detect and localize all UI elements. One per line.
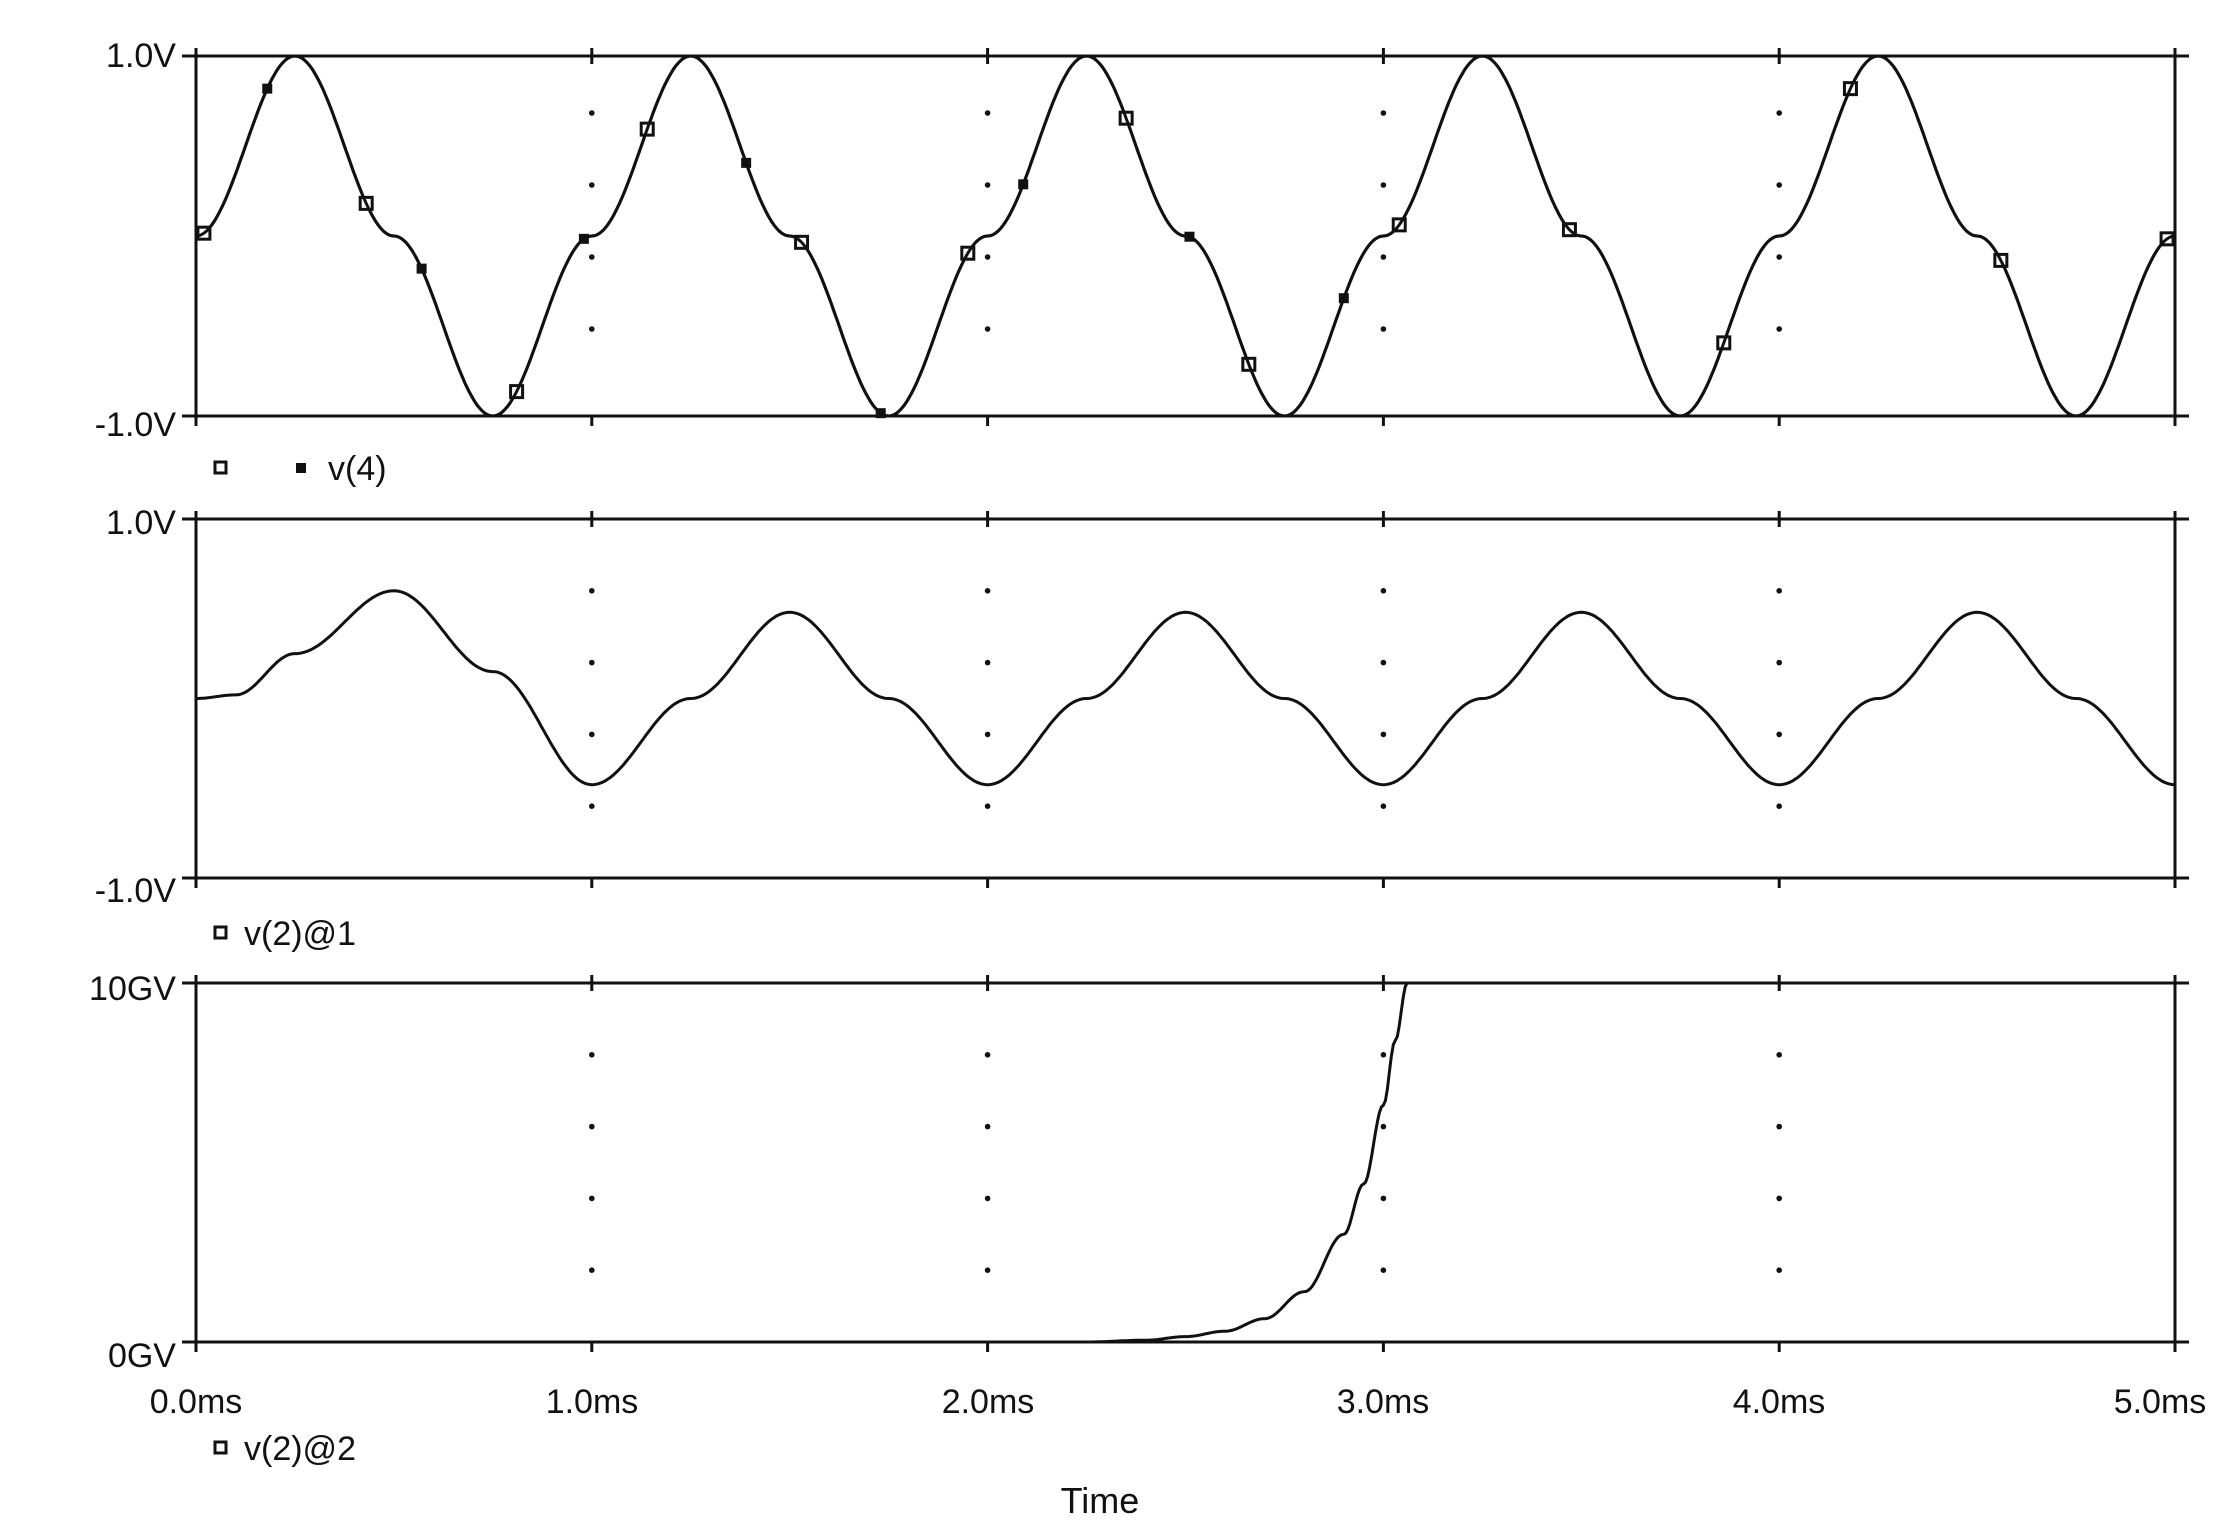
p3-grid-dot	[589, 1267, 595, 1273]
p1-grid-dot	[589, 182, 595, 188]
p2-grid-dot	[589, 588, 595, 594]
panel2-ymin-label: -1.0V	[95, 872, 177, 910]
x-tick-label-3: 3.0ms	[1337, 1383, 1430, 1421]
x-tick-label-5: 5.0ms	[2114, 1383, 2207, 1421]
p3-series-line-0	[196, 982, 1409, 1344]
p1-marker-filled	[416, 263, 427, 274]
p2-series-line-0	[196, 589, 2176, 787]
legend-v2-at-1-label: v(2)@1	[244, 915, 356, 953]
p1-grid-dot	[1776, 254, 1782, 260]
x-tick-label-4: 4.0ms	[1733, 1383, 1826, 1421]
p3-grid-dot	[984, 1267, 991, 1273]
p1-marker-filled	[1338, 293, 1349, 304]
p3-grid-dot	[1776, 1123, 1782, 1130]
legend-v2-at-2-marker	[213, 1440, 228, 1455]
p2-grid-dot	[1380, 659, 1387, 666]
p1-grid-dot	[589, 254, 595, 260]
legend-open-square-marker	[213, 460, 228, 475]
p2-grid-dot	[1776, 659, 1782, 666]
legend-filled-square-marker	[296, 463, 306, 473]
x-tick-label-1: 1.0ms	[546, 1383, 639, 1421]
p1-marker-filled	[741, 157, 752, 168]
p2-grid-dot	[1380, 731, 1387, 738]
p2-grid-dot	[1380, 588, 1387, 594]
p1-grid-dot	[589, 110, 595, 116]
p1-grid-dot	[1776, 110, 1782, 116]
p1-grid-dot	[984, 110, 991, 116]
p2-grid-dot	[984, 588, 991, 594]
p1-grid-dot	[589, 326, 595, 332]
p2-grid-dot	[984, 803, 991, 809]
p2-grid-dot	[589, 803, 595, 809]
x-tick-label-2: 2.0ms	[942, 1383, 1035, 1421]
x-axis-title: Time	[1061, 1480, 1140, 1521]
p1-marker-filled	[1018, 179, 1029, 190]
panel3-ymin-label: 0GV	[108, 1337, 176, 1375]
p3-grid-dot	[1380, 1267, 1387, 1273]
p1-marker-filled	[578, 233, 589, 244]
p1-grid-dot	[984, 326, 991, 332]
x-tick-label-0: 0.0ms	[150, 1383, 243, 1421]
p2-grid-dot	[1380, 803, 1387, 809]
p2-grid-dot	[1776, 803, 1782, 809]
p1-grid-dot	[984, 182, 991, 188]
p1-grid-dot	[1380, 182, 1387, 188]
p3-grid-dot	[984, 1052, 991, 1058]
p2-grid-dot	[1776, 588, 1782, 594]
legend-v2-at-1-marker	[213, 925, 228, 940]
p3-frame	[194, 981, 2177, 1344]
p2-grid-dot	[589, 731, 595, 738]
panel-v2-at-2	[182, 975, 2189, 1352]
panel-v4	[182, 48, 2189, 426]
p2-grid-dot	[1776, 731, 1782, 738]
p2-grid-dot	[589, 659, 595, 666]
p1-marker-filled	[875, 408, 886, 419]
panel1-ymin-label: -1.0V	[95, 406, 177, 444]
panel2-ymax-label: 1.0V	[106, 504, 176, 542]
p1-grid-dot	[1776, 326, 1782, 332]
p1-grid-dot	[1380, 110, 1387, 116]
p3-grid-dot	[984, 1123, 991, 1130]
p3-grid-dot	[1380, 1123, 1387, 1130]
p3-grid-dot	[1776, 1195, 1782, 1202]
p1-grid-dot	[1380, 254, 1387, 260]
p1-grid-dot	[1380, 326, 1387, 332]
p1-grid-dot	[1776, 182, 1782, 188]
p2-grid-dot	[984, 659, 991, 666]
legend-v4-label: v(4)	[328, 450, 387, 488]
panel3-ymax-label: 10GV	[89, 970, 176, 1008]
panel1-ymax-label: 1.0V	[106, 37, 176, 75]
p3-grid-dot	[1380, 1195, 1387, 1202]
p3-grid-dot	[1380, 1052, 1387, 1058]
p3-grid-dot	[984, 1195, 991, 1202]
p3-grid-dot	[589, 1195, 595, 1202]
p1-marker-filled	[262, 83, 273, 94]
p3-grid-dot	[589, 1123, 595, 1130]
p3-grid-dot	[1776, 1052, 1782, 1058]
p1-marker-filled	[1184, 231, 1195, 242]
legend-v2-at-2-label: v(2)@2	[244, 1430, 356, 1468]
p2-grid-dot	[984, 731, 991, 738]
p1-grid-dot	[984, 254, 991, 260]
panel-v2-at-1	[182, 511, 2189, 888]
p3-grid-dot	[1776, 1267, 1782, 1273]
p3-grid-dot	[589, 1052, 595, 1058]
